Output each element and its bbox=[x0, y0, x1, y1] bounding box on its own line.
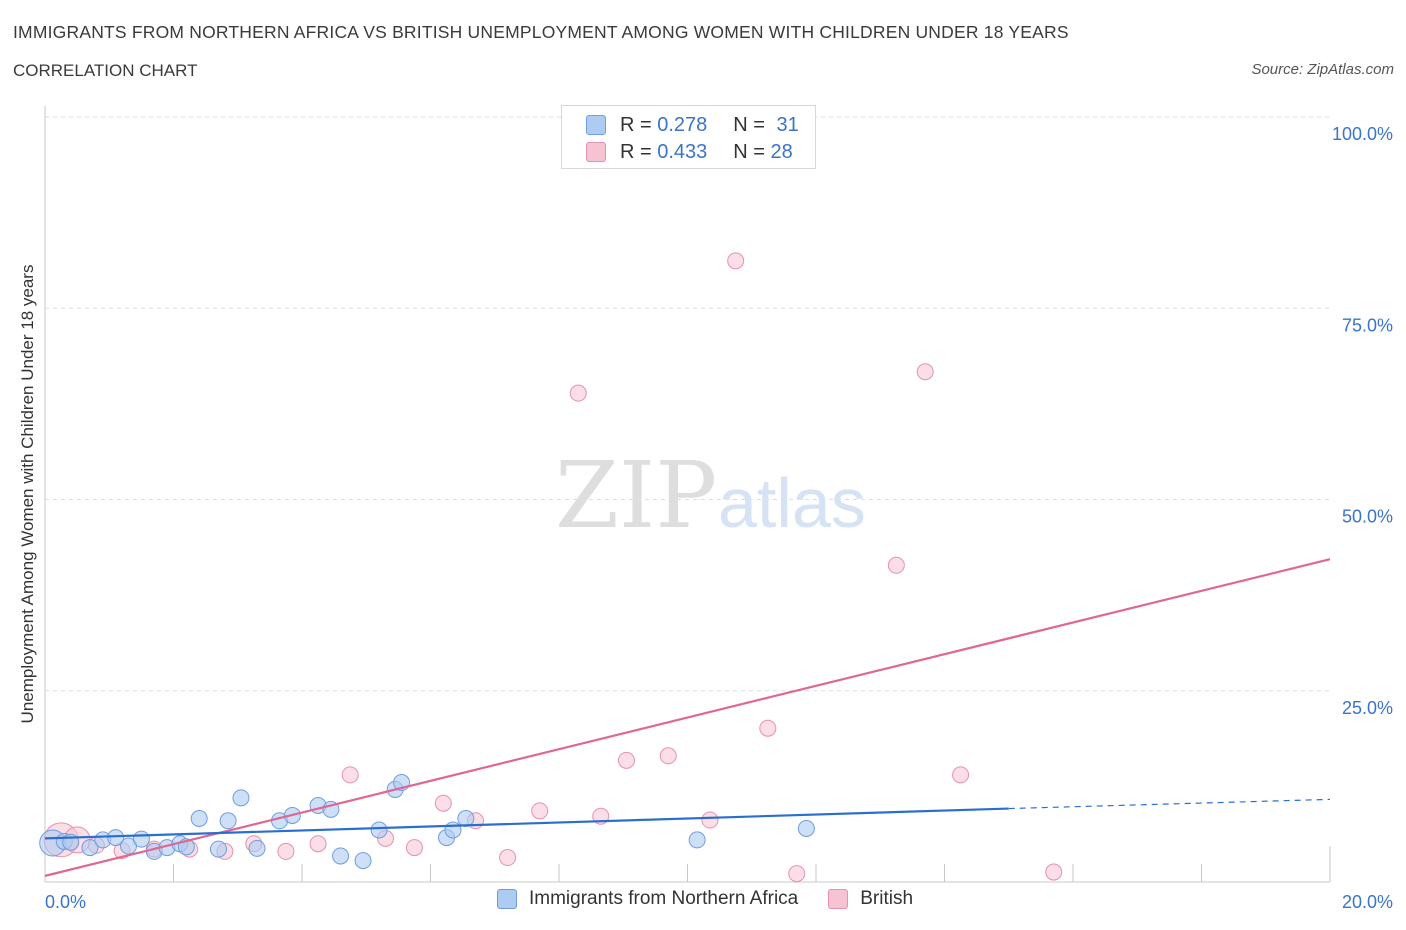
legend-swatch-blue bbox=[586, 115, 606, 135]
immigrants-point bbox=[457, 810, 475, 828]
immigrants-point bbox=[81, 839, 99, 857]
legend-item-immigrants[interactable]: Immigrants from Northern Africa bbox=[497, 888, 798, 910]
x-tick-label: 0.0% bbox=[45, 892, 86, 912]
y-tick-label: 50.0% bbox=[1342, 507, 1393, 527]
british-point bbox=[1045, 863, 1063, 881]
legend-r-label: R = bbox=[620, 113, 658, 136]
british-point bbox=[727, 252, 745, 270]
immigrants-point bbox=[332, 847, 350, 865]
legend-label: Immigrants from Northern Africa bbox=[529, 888, 799, 909]
legend-row-immigrants: R = 0.278 N = 31 bbox=[586, 113, 799, 137]
legend-r-value: 0.433 bbox=[657, 140, 708, 163]
british-point bbox=[499, 849, 517, 867]
trend-lines bbox=[44, 558, 1331, 877]
british-point bbox=[887, 556, 905, 574]
british-point bbox=[788, 865, 806, 883]
immigrants-point bbox=[444, 821, 462, 839]
immigrants-points bbox=[39, 774, 815, 870]
legend-swatch-blue bbox=[497, 889, 517, 909]
british-point bbox=[569, 384, 587, 402]
correlation-legend: R = 0.278 N = 31 R = 0.433 N = 28 bbox=[561, 105, 816, 169]
legend-item-british[interactable]: British bbox=[828, 888, 913, 910]
british-point bbox=[659, 747, 677, 765]
immigrants-trend-extension bbox=[1008, 798, 1331, 810]
legend-swatch-pink bbox=[828, 889, 849, 909]
legend-label: British bbox=[860, 888, 914, 909]
british-trend-line bbox=[44, 558, 1331, 877]
y-axis-label: Unemployment Among Women with Children U… bbox=[18, 265, 37, 724]
chart-title: IMMIGRANTS FROM NORTHERN AFRICA VS BRITI… bbox=[13, 22, 1069, 42]
legend-n-value: 28 bbox=[770, 140, 793, 163]
british-point bbox=[759, 719, 777, 737]
chart-subtitle: CORRELATION CHART bbox=[13, 61, 198, 80]
y-tick-labels: 100.0% 75.0% 50.0% 25.0% bbox=[1332, 124, 1393, 718]
immigrants-trend-line bbox=[44, 807, 1009, 840]
legend-r-label: R = bbox=[620, 140, 658, 163]
british-point bbox=[916, 363, 934, 381]
immigrants-point bbox=[370, 821, 388, 839]
immigrants-point bbox=[797, 819, 815, 837]
legend-r-value: 0.278 bbox=[657, 113, 708, 136]
british-point bbox=[701, 811, 719, 829]
legend-n-label: N = bbox=[733, 113, 771, 136]
immigrants-point bbox=[248, 839, 266, 857]
y-tick-label: 100.0% bbox=[1332, 124, 1393, 144]
immigrants-point bbox=[232, 789, 250, 807]
legend-row-british: R = 0.433 N = 28 bbox=[586, 140, 793, 164]
immigrants-point bbox=[132, 830, 150, 848]
british-point bbox=[277, 842, 295, 860]
immigrants-point bbox=[190, 810, 208, 828]
y-tick-label: 75.0% bbox=[1342, 315, 1393, 335]
x-tick-labels: 0.0% 20.0% bbox=[45, 892, 1393, 912]
immigrants-point bbox=[107, 829, 125, 847]
grid-lines bbox=[45, 116, 1330, 692]
x-tick-label: 20.0% bbox=[1342, 892, 1393, 912]
british-point bbox=[309, 835, 327, 853]
immigrants-point bbox=[209, 840, 227, 858]
y-tick-label: 25.0% bbox=[1342, 698, 1393, 718]
british-point bbox=[952, 766, 970, 784]
british-points bbox=[43, 252, 1063, 883]
source-label: Source: ZipAtlas.com bbox=[1251, 61, 1394, 78]
legend-swatch-pink bbox=[586, 142, 606, 162]
immigrants-point bbox=[219, 812, 237, 830]
legend-n-label: N = bbox=[733, 140, 771, 163]
british-point bbox=[434, 794, 452, 812]
series-legend: Immigrants from Northern Africa British bbox=[497, 888, 943, 910]
british-point bbox=[617, 751, 635, 769]
axes bbox=[44, 106, 1331, 883]
immigrants-point bbox=[688, 831, 706, 849]
legend-n-value: 31 bbox=[776, 113, 799, 136]
british-point bbox=[531, 802, 549, 820]
immigrants-point bbox=[354, 852, 372, 870]
watermark-zip: ZIP bbox=[555, 442, 717, 549]
british-point bbox=[405, 839, 423, 857]
watermark-atlas: atlas bbox=[718, 464, 866, 542]
british-point bbox=[341, 766, 359, 784]
